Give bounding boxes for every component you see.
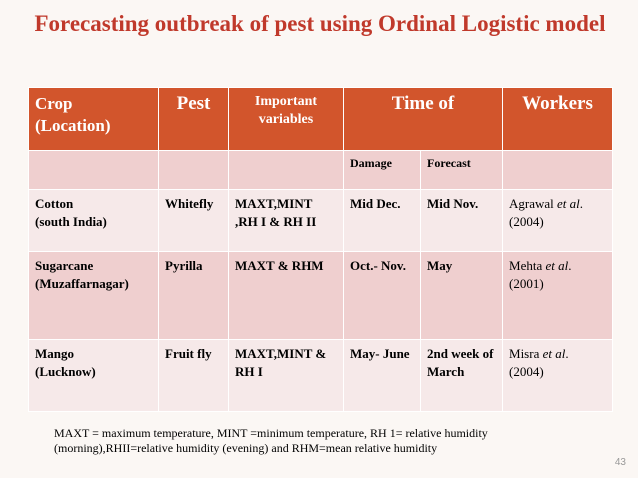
footnote: MAXT = maximum temperature, MINT =minimu…: [54, 426, 488, 455]
table-row: Cotton (south India) Whitefly MAXT,MINT ,…: [28, 189, 614, 252]
subheader-empty: [158, 150, 229, 190]
pest-cell: Pyrilla: [158, 251, 229, 340]
header-variables: Important variables: [228, 87, 344, 151]
forecast-cell: Mid Nov.: [419, 189, 504, 252]
crop-name: Cotton: [35, 196, 74, 211]
damage-cell: Oct.- Nov.: [343, 251, 421, 340]
table-row: Mango (Lucknow) Fruit fly MAXT,MINT & RH …: [28, 339, 614, 412]
pest-cell: Fruit fly: [158, 339, 229, 412]
crop-location: (Muzaffarnagar): [35, 276, 129, 291]
subheader-damage: Damage: [343, 150, 421, 190]
subheader-empty: [228, 150, 344, 190]
crop-name: Mango: [35, 346, 74, 361]
table-row: Sugarcane (Muzaffarnagar) Pyrilla MAXT & …: [28, 251, 614, 340]
workers-cell: Mehta et al. (2001): [502, 251, 614, 340]
page-number: 43: [614, 457, 626, 468]
forecast-cell: 2nd week of March: [419, 339, 504, 412]
header-time-of: Time of: [342, 87, 504, 151]
workers-cell: Misra et al. (2004): [502, 339, 614, 412]
slide-title: Forecasting outbreak of pest using Ordin…: [34, 11, 606, 36]
crop-name: Sugarcane: [35, 258, 94, 273]
header-pest: Pest: [158, 87, 229, 151]
damage-cell: Mid Dec.: [343, 189, 421, 252]
crop-location: (south India): [35, 214, 107, 229]
variables-cell: MAXT & RHM: [228, 251, 344, 340]
header-crop: Crop (Location): [28, 87, 159, 151]
header-workers: Workers: [502, 87, 614, 151]
subheader-empty: [28, 150, 159, 190]
subheader-empty: [502, 150, 614, 190]
pest-cell: Whitefly: [158, 189, 229, 252]
forecast-cell: May: [419, 251, 504, 340]
damage-cell: May- June: [343, 339, 421, 412]
subheader-forecast: Forecast: [419, 150, 504, 190]
forecast-table: Crop (Location) Pest Important variables…: [28, 87, 614, 412]
crop-location: (Lucknow): [35, 364, 96, 379]
workers-cell: Agrawal et al. (2004): [502, 189, 614, 252]
variables-cell: MAXT,MINT & RH I: [228, 339, 344, 412]
variables-cell: MAXT,MINT ,RH I & RH II: [228, 189, 344, 252]
